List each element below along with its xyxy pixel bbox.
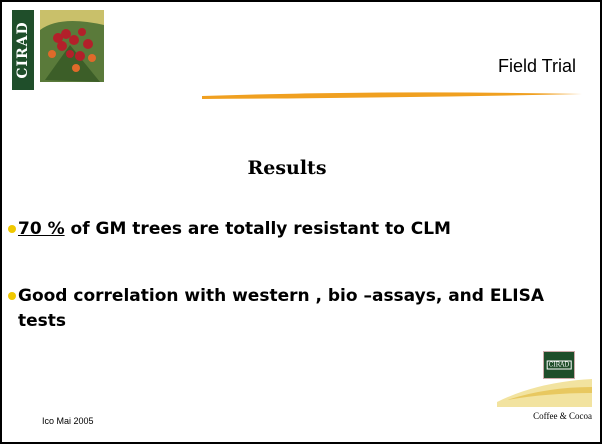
bullet-text: Good correlation with western , bio –ass… [18,286,550,331]
logo-text: CIRAD [15,21,31,78]
slide-title: Field Trial [498,56,576,77]
footer-logo: CIRAD [543,351,575,379]
footer-left: Ico Mai 2005 [42,416,94,426]
heading: Results [2,157,572,179]
emphasis: 70 % [18,219,65,239]
footer-logo-text: CIRAD [547,361,572,370]
title-swoosh [197,86,587,106]
footer-right: Coffee & Cocoa [533,411,592,421]
cirad-logo: CIRAD [12,10,34,90]
coffee-photo [40,10,104,82]
bullet-text: of GM trees are totally resistant to CLM [65,219,451,239]
bullet: Good correlation with western , bio –ass… [8,284,578,334]
bullet: 70 % of GM trees are totally resistant t… [8,217,588,242]
slide: CIRAD Field Trial Results 70 % of GM tre… [0,0,602,444]
